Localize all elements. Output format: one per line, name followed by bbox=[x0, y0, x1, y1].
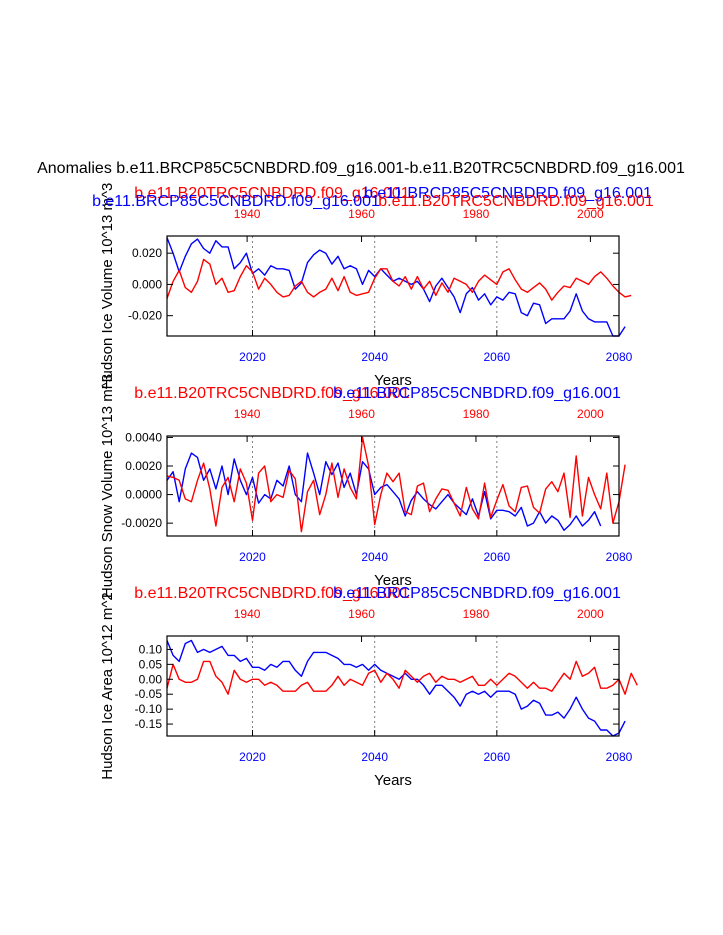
x-tick-label: 2020 bbox=[239, 550, 266, 564]
y-axis-title: Hudson Snow Volume 10^13 m^3 bbox=[99, 374, 116, 598]
x-axis-title: Years bbox=[374, 372, 412, 389]
y-tick-label: 0.0000 bbox=[125, 488, 162, 502]
x-top-tick-label: 1980 bbox=[463, 607, 490, 621]
series-title-label: b.e11.BRCP85C5CNBDRD.f09_g16.001 bbox=[92, 193, 380, 210]
y-axis-title: Hudson Ice Area 10^12 m^2 bbox=[99, 592, 116, 780]
x-tick-label: 2020 bbox=[239, 350, 266, 364]
x-tick-label: 2060 bbox=[483, 550, 510, 564]
y-tick-label: 0.00 bbox=[139, 672, 163, 686]
y-tick-label: -0.10 bbox=[135, 702, 163, 716]
series-title-label: b.e11.B20TRC5CNBDRD.f09_g16.001 bbox=[134, 185, 410, 202]
series-title-label: b.e11.BRCP85C5CNBDRD.f09_g16.001 bbox=[333, 585, 621, 602]
series-title-label: b.e11.BRCP85C5CNBDRD.f09_g16.001 bbox=[333, 385, 621, 402]
series-line-b20tr bbox=[166, 660, 638, 695]
x-tick-label: 2080 bbox=[606, 550, 633, 564]
plot-1: -0.020 0.000 0.020 2020 2040 2060 2080 1940 1960… bbox=[92, 183, 654, 390]
y-tick-label: 0.000 bbox=[132, 277, 162, 291]
x-tick-label: 2040 bbox=[361, 350, 388, 364]
x-axis-title: Years bbox=[374, 772, 412, 789]
x-top-tick-label: 1960 bbox=[348, 407, 375, 421]
x-top-tick-label: 1940 bbox=[234, 607, 261, 621]
plot-frame bbox=[166, 235, 620, 337]
x-tick-label: 2060 bbox=[483, 350, 510, 364]
y-tick-label: 0.05 bbox=[139, 657, 163, 671]
y-tick-label: -0.15 bbox=[135, 717, 163, 731]
x-tick-label: 2080 bbox=[606, 350, 633, 364]
x-top-tick-label: 1960 bbox=[348, 607, 375, 621]
main-title: Anomalies b.e11.BRCP85C5CNBDRD.f09_g16.0… bbox=[37, 160, 685, 177]
y-tick-label: 0.0040 bbox=[125, 430, 162, 444]
plot-frame bbox=[166, 635, 620, 737]
x-tick-label: 2020 bbox=[239, 750, 266, 764]
x-tick-label: 2040 bbox=[361, 750, 388, 764]
x-top-tick-label: 2000 bbox=[577, 207, 604, 221]
y-tick-label: 0.0020 bbox=[125, 459, 162, 473]
y-tick-label: -0.0020 bbox=[121, 516, 162, 530]
y-tick-label: -0.05 bbox=[135, 687, 163, 701]
series-title-label: b.e11.B20TRC5CNBDRD.f09_g16.001 bbox=[134, 385, 410, 402]
x-top-tick-label: 2000 bbox=[577, 607, 604, 621]
x-tick-label: 2080 bbox=[606, 750, 633, 764]
series-title-label: b.e11.B20TRC5CNBDRD.f09_g16.001 bbox=[378, 193, 654, 210]
x-top-tick-label: 1980 bbox=[463, 207, 490, 221]
x-top-tick-label: 1980 bbox=[463, 407, 490, 421]
y-tick-label: -0.020 bbox=[128, 309, 162, 323]
series-title-label: b.e11.BRCP85C5CNBDRD.f09_g16.001 bbox=[364, 185, 652, 202]
y-axis-title: Hudson Ice Volume 10^13 m^3 bbox=[99, 183, 116, 390]
series-line-b20tr bbox=[166, 436, 626, 533]
y-tick-label: 0.020 bbox=[132, 246, 162, 260]
x-tick-label: 2040 bbox=[361, 550, 388, 564]
x-top-tick-label: 1940 bbox=[234, 407, 261, 421]
series-line-b20tr bbox=[166, 258, 632, 301]
x-axis-title: Years bbox=[374, 572, 412, 589]
series-title-label: b.e11.B20TRC5CNBDRD.f09_g16.001 bbox=[134, 585, 410, 602]
plot-3: -0.15-0.10-0.050.000.050.10 2020 2040 2060 2… bbox=[99, 585, 638, 789]
x-top-tick-label: 2000 bbox=[577, 407, 604, 421]
x-tick-label: 2060 bbox=[483, 750, 510, 764]
plot-frame bbox=[166, 435, 620, 537]
y-tick-label: 0.10 bbox=[139, 642, 163, 656]
x-top-tick-label: 1940 bbox=[234, 207, 261, 221]
plot-2: -0.0020 0.0000 0.0020 0.0040 2020 2040 2060 208… bbox=[99, 374, 633, 598]
x-top-tick-label: 1960 bbox=[348, 207, 375, 221]
series-line-rcp85 bbox=[166, 639, 626, 737]
series-line-rcp85 bbox=[166, 237, 626, 337]
